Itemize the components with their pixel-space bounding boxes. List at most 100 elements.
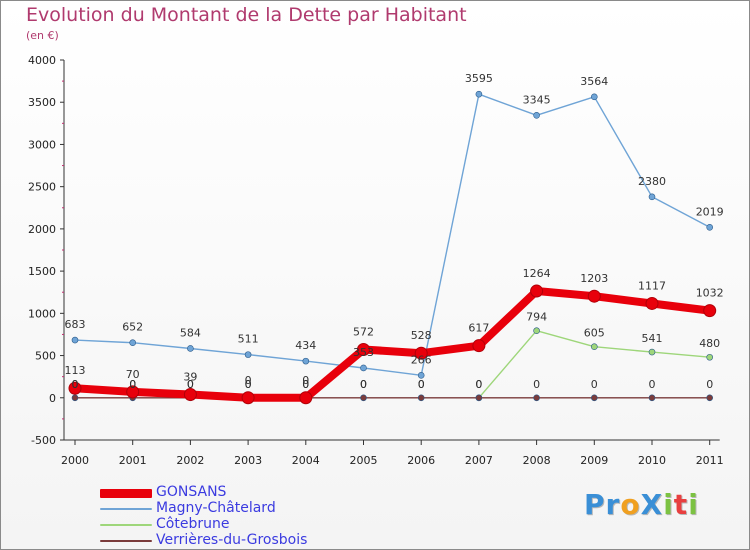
- x-tick-label: 2009: [580, 454, 608, 467]
- data-point: [590, 394, 598, 402]
- logo-letter: r: [605, 488, 621, 521]
- data-point: [475, 90, 483, 98]
- data-point: [645, 296, 659, 310]
- data-point: [703, 304, 717, 318]
- data-point: [71, 394, 79, 402]
- y-tick-label: 3000: [28, 138, 56, 151]
- x-tick-label: 2006: [407, 454, 435, 467]
- data-point: [706, 223, 714, 231]
- data-label: 572: [353, 325, 374, 338]
- logo-letter: t: [673, 488, 689, 521]
- y-tick-label: 1500: [28, 265, 56, 278]
- x-tick-label: 2003: [234, 454, 262, 467]
- data-point: [706, 353, 714, 361]
- data-label: 3595: [465, 72, 493, 85]
- chart-title: Evolution du Montant de la Dette par Hab…: [26, 4, 467, 26]
- data-label: 0: [245, 378, 252, 391]
- legend-swatch: [100, 524, 152, 526]
- data-label: 541: [642, 332, 663, 345]
- data-point: [302, 357, 310, 365]
- y-tick-label: 0: [49, 392, 56, 405]
- legend-label: Verrières-du-Grosbois: [156, 532, 308, 548]
- data-label: 434: [295, 339, 316, 352]
- data-label: 683: [65, 318, 86, 331]
- data-label: 0: [360, 378, 367, 391]
- x-tick-label: 2008: [523, 454, 551, 467]
- data-label: 0: [302, 378, 309, 391]
- x-tick-label: 2011: [696, 454, 724, 467]
- data-label: 0: [129, 378, 136, 391]
- y-tick-label: -500: [31, 434, 56, 447]
- data-label: 584: [180, 326, 201, 339]
- data-label: 0: [360, 378, 367, 391]
- data-point: [590, 343, 598, 350]
- data-label: 1117: [638, 279, 666, 292]
- data-label: 39: [183, 370, 197, 383]
- legend-swatch: [100, 508, 152, 510]
- y-tick-label: 4000: [28, 54, 56, 67]
- data-label: 70: [126, 368, 140, 381]
- data-point: [587, 289, 601, 303]
- data-point: [417, 394, 425, 402]
- chart-subtitle: (en €): [26, 29, 59, 42]
- data-label: 528: [411, 329, 432, 342]
- data-point: [533, 394, 540, 402]
- data-point: [590, 93, 598, 101]
- data-label: 2380: [638, 175, 666, 188]
- data-label: 0: [418, 378, 425, 391]
- data-label: 113: [65, 364, 86, 377]
- data-point: [241, 391, 255, 405]
- data-point: [360, 394, 367, 402]
- data-point: [648, 348, 656, 356]
- data-point: [530, 284, 544, 298]
- data-label: 0: [302, 378, 309, 391]
- data-label: 617: [468, 322, 489, 335]
- data-label: 511: [238, 333, 259, 346]
- logo-letter: i: [663, 488, 674, 521]
- logo-letter: i: [688, 488, 699, 521]
- data-point: [299, 391, 313, 405]
- data-label: 0: [245, 378, 252, 391]
- y-tick-label: 1000: [28, 307, 56, 320]
- data-label: 353: [353, 346, 374, 359]
- data-label: 0: [245, 374, 252, 387]
- data-point: [414, 346, 428, 360]
- data-label: 3345: [523, 93, 551, 106]
- data-point: [706, 394, 714, 402]
- legend-label: GONSANS: [156, 484, 227, 500]
- data-label: 794: [526, 311, 547, 324]
- data-label: 0: [129, 378, 136, 391]
- data-point: [533, 327, 540, 335]
- data-label: 0: [649, 378, 656, 391]
- data-label: 0: [72, 378, 79, 391]
- data-label: 0: [418, 378, 425, 391]
- data-label: 0: [302, 374, 309, 387]
- x-tick-label: 2004: [292, 454, 320, 467]
- logo-letter: o: [620, 488, 641, 521]
- data-label: 480: [699, 337, 720, 350]
- y-tick-label: 500: [35, 350, 56, 363]
- x-tick-label: 2010: [638, 454, 666, 467]
- data-label: 1032: [696, 287, 724, 300]
- data-label: 0: [533, 378, 540, 391]
- series-line: [71, 287, 714, 402]
- data-label: 0: [706, 378, 713, 391]
- series-line: [74, 93, 711, 376]
- data-label: 0: [187, 378, 194, 391]
- data-label: 0: [187, 378, 194, 391]
- x-tick-label: 2000: [61, 454, 89, 467]
- legend-label: Côtebrune: [156, 516, 230, 532]
- data-label: 1203: [580, 272, 608, 285]
- legend-label: Magny-Châtelard: [156, 500, 276, 516]
- data-label: 605: [584, 327, 605, 340]
- data-label: 1264: [523, 267, 551, 280]
- data-point: [71, 336, 79, 344]
- data-point: [533, 112, 540, 119]
- data-label: 2019: [696, 205, 724, 218]
- data-point: [475, 394, 483, 402]
- x-tick-label: 2005: [350, 454, 378, 467]
- data-point: [417, 372, 425, 379]
- x-tick-label: 2002: [176, 454, 204, 467]
- data-label: 0: [475, 378, 482, 391]
